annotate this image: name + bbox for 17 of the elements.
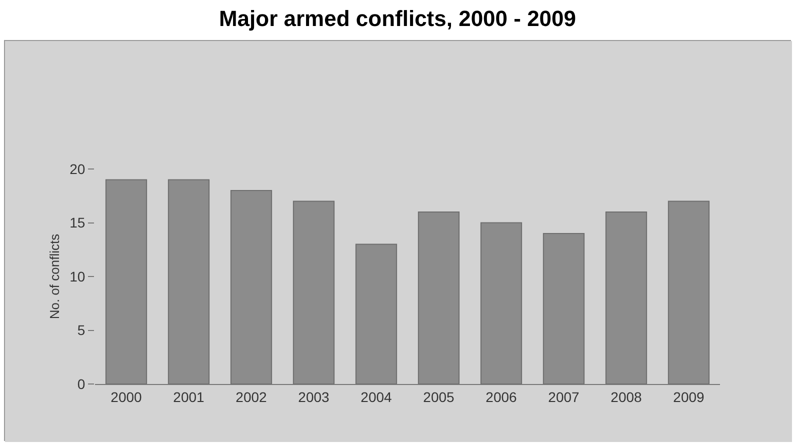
x-tick-label: 2001 bbox=[173, 388, 205, 405]
x-tick-label: 2003 bbox=[298, 388, 330, 405]
x-tick-label: 2002 bbox=[236, 388, 268, 405]
x-tick-label: 2005 bbox=[423, 388, 455, 405]
y-tick-label: 15 bbox=[70, 214, 86, 231]
y-axis-title: No. of conflicts bbox=[47, 233, 62, 320]
y-tick-label: 0 bbox=[77, 376, 86, 392]
x-tick-label: 2008 bbox=[610, 388, 642, 405]
x-tick-label: 2000 bbox=[110, 388, 142, 405]
x-tick-label: 2007 bbox=[548, 388, 580, 405]
y-tick-label: 10 bbox=[70, 268, 86, 284]
y-tick-label: 20 bbox=[70, 160, 86, 177]
x-tick-label: 2006 bbox=[486, 388, 518, 405]
y-tick-label: 5 bbox=[77, 322, 86, 338]
chart-title: Major armed conflicts, 2000 - 2009 bbox=[218, 6, 578, 32]
x-tick-label: 2004 bbox=[360, 388, 392, 405]
x-tick-label: 2009 bbox=[673, 388, 705, 405]
